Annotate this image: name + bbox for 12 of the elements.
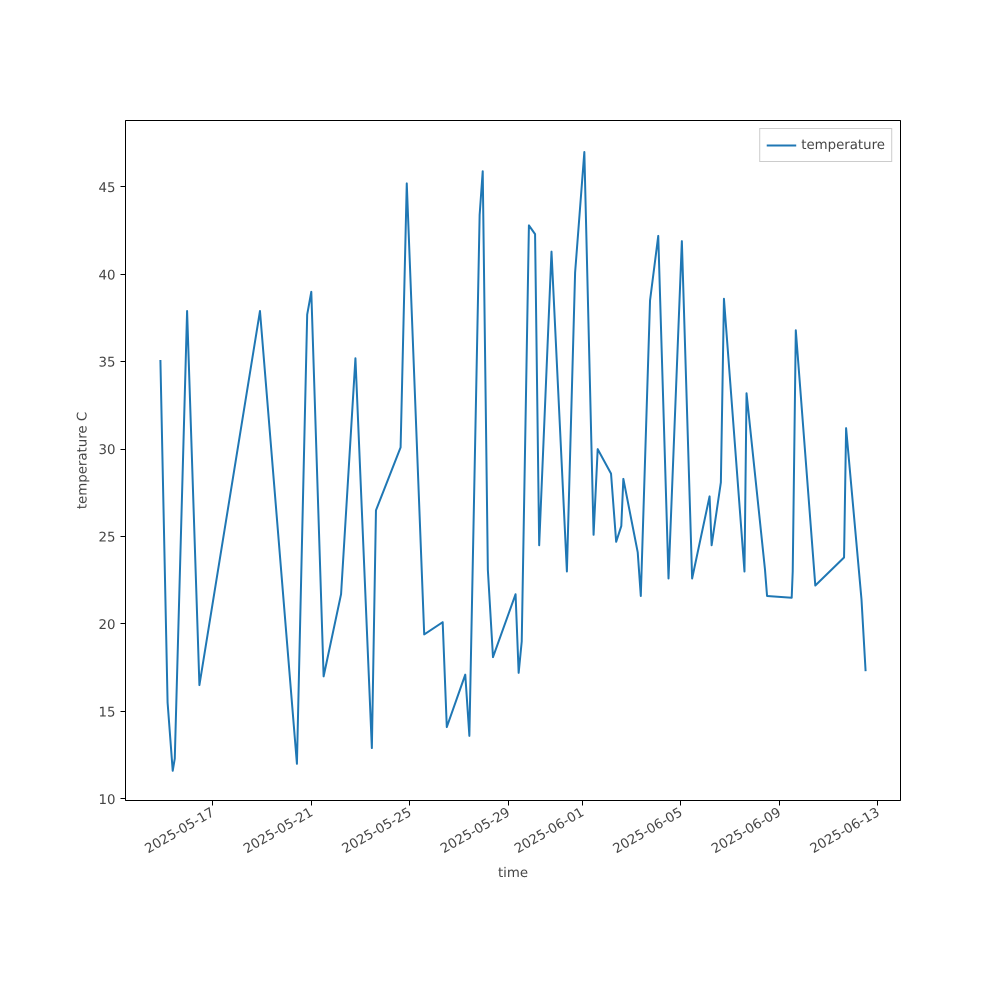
x-axis-title: time <box>498 866 528 881</box>
y-axis-title: temperature C <box>76 412 91 510</box>
legend-label: temperature <box>801 138 885 152</box>
y-tick-label: 10 <box>98 792 116 808</box>
y-tick-label: 25 <box>98 530 116 546</box>
y-tick-label: 15 <box>98 705 116 720</box>
y-tick-label: 35 <box>98 356 116 371</box>
y-tick-label: 20 <box>98 618 116 633</box>
line-series <box>159 150 867 772</box>
y-tick-label: 45 <box>98 180 116 196</box>
y-tick-label: 40 <box>98 268 116 284</box>
y-tick-label: 30 <box>98 443 116 458</box>
